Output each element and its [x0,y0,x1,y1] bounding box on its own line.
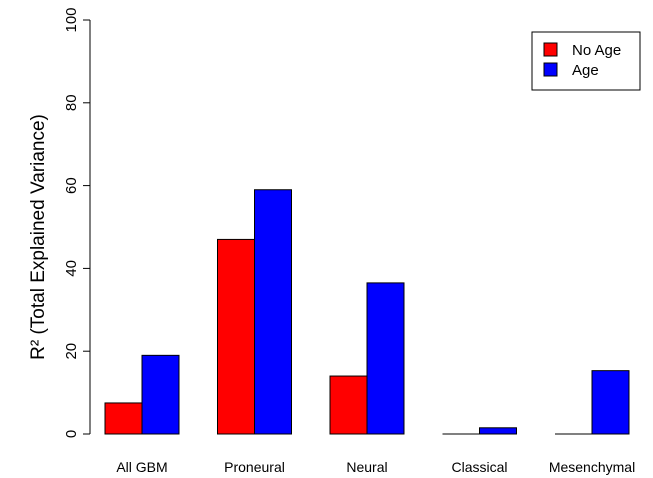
y-tick-label: 0 [63,430,80,438]
bar-age [366,282,405,435]
x-category-label: All GBM [116,459,167,475]
y-axis: 0 20 40 60 80 100 [63,7,91,438]
bar-no-age [217,238,255,435]
legend-swatch [543,62,558,77]
bar-no-age [329,375,368,435]
legend-swatch [543,42,558,57]
bar-age [254,189,292,435]
x-category-label: Classical [451,459,507,475]
legend-label: No Age [572,42,621,59]
y-tick-label: 40 [63,260,80,277]
bar-age [479,427,517,435]
legend: No Age Age [531,31,641,91]
x-category-label: Proneural [224,459,285,475]
y-tick-label: 20 [63,343,80,360]
x-category-label: Mesenchymal [549,459,635,475]
bar-age [141,354,180,435]
legend-label: Age [572,62,599,79]
bar-no-age [104,402,143,435]
y-tick-label: 100 [63,7,80,32]
y-tick-label: 80 [63,94,80,111]
legend-box [531,31,641,91]
bar-age [591,370,630,435]
x-axis-labels: All GBM Proneural Neural Classical Mesenchym… [116,459,635,475]
y-tick-label: 60 [63,177,80,194]
bars-group [104,189,630,435]
x-category-label: Neural [346,459,387,475]
y-axis-label: R² (Total Explained Variance) [28,114,49,360]
